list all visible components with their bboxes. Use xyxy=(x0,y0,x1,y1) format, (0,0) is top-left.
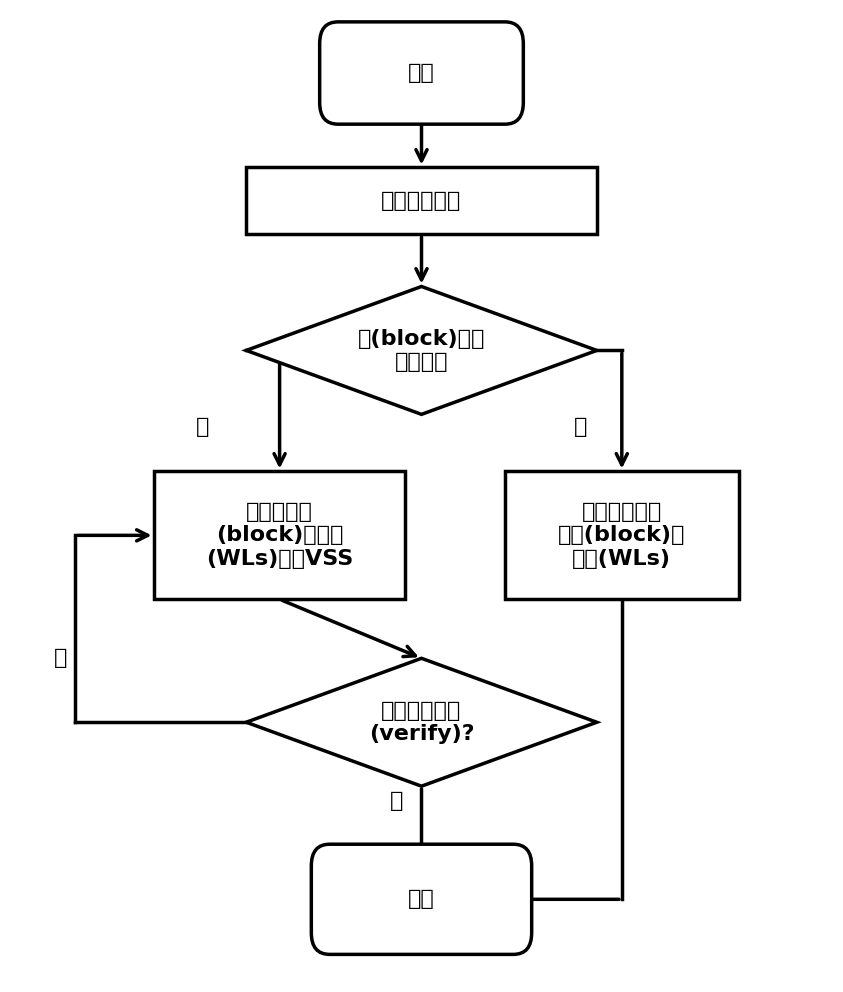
Text: 浮空未被选中
的块(block)的
字线(WLs): 浮空未被选中 的块(block)的 字线(WLs) xyxy=(558,502,685,568)
Text: 块(block)是否
被选中？: 块(block)是否 被选中？ xyxy=(357,328,486,372)
Polygon shape xyxy=(246,659,597,787)
Text: 是: 是 xyxy=(389,791,403,810)
Bar xyxy=(154,471,405,599)
Text: 给选中的块
(block)的字线
(WLs)施加VSS: 给选中的块 (block)的字线 (WLs)施加VSS xyxy=(206,502,353,568)
Text: 是: 是 xyxy=(196,418,210,437)
Text: 否: 否 xyxy=(54,649,67,669)
Text: 否: 否 xyxy=(573,418,587,437)
Text: 接收擦除指令: 接收擦除指令 xyxy=(381,190,462,211)
Text: 开始: 开始 xyxy=(408,63,435,83)
FancyBboxPatch shape xyxy=(319,22,524,124)
Bar xyxy=(505,471,738,599)
FancyBboxPatch shape xyxy=(311,844,532,954)
Text: 是否通过验证
(verify)?: 是否通过验证 (verify)? xyxy=(368,700,475,744)
Polygon shape xyxy=(246,287,597,415)
Bar xyxy=(246,168,597,234)
Text: 结束: 结束 xyxy=(408,889,435,910)
